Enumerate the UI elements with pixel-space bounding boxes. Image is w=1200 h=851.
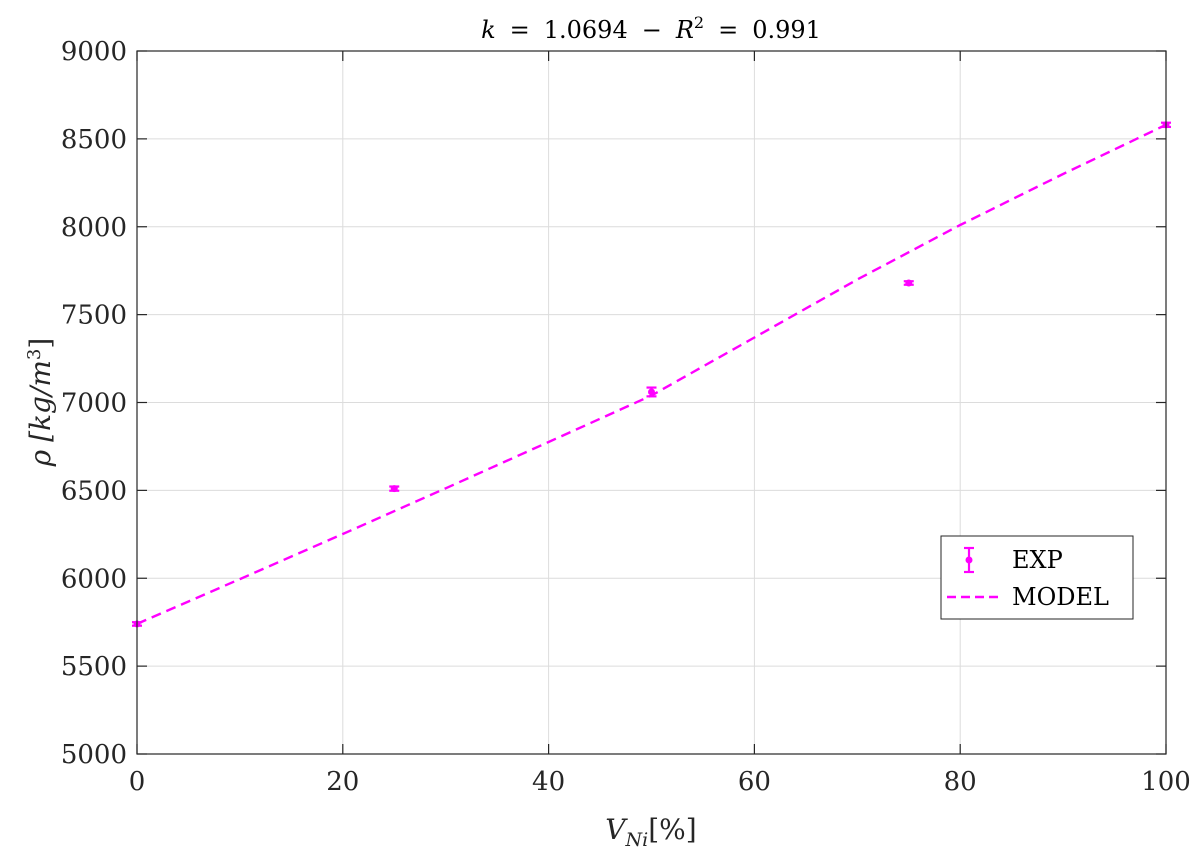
ticks [136,50,1167,755]
exp-point [389,485,400,493]
legend-exp-marker [964,546,974,574]
exp-marker [648,388,655,396]
y-tick-label: 5500 [61,652,127,682]
y-tick-label: 8000 [61,213,127,243]
y-axis-unit-exponent: 3 [24,349,45,360]
x-tick-label: 100 [1141,767,1191,797]
x-tick-label: 40 [532,767,565,797]
x-tick-label: 80 [944,767,977,797]
x-tick-label: 60 [738,767,771,797]
x-axis-unit: [%] [648,813,696,846]
title-k-symbol: k [481,16,496,44]
legend-exp-label: EXP [1012,546,1063,574]
title-k-value: 1.0694 [544,16,628,44]
y-tick-label: 6000 [61,564,127,594]
exp-point [903,279,914,287]
y-axis-unit: [kg/m [24,360,57,442]
x-tick-label: 0 [129,767,146,797]
legend-box [940,535,1134,620]
y-axis-label: ρ [kg/m3] [24,338,57,468]
y-tick-label: 5000 [61,740,127,770]
x-axis-subscript: Ni [625,829,649,851]
chart-title: k = 1.0694− R2 = 0.991 [481,13,821,44]
y-tick-label: 7000 [61,389,127,419]
exp-marker [390,485,398,493]
title-r-equals: = [718,16,738,44]
exp-point [646,386,657,398]
y-tick-labels: 5000 5500 6000 6500 7000 7500 8000 8500 9000 [61,37,127,770]
y-tick-label: 9000 [61,37,127,67]
x-tick-labels: 0 20 40 60 80 100 [129,767,1191,797]
y-axis-symbol: ρ [24,449,57,467]
exp-marker [905,279,913,287]
title-separator: − [642,16,662,44]
title-r-exponent: 2 [694,13,704,32]
legend: EXP MODEL [940,535,1134,620]
y-tick-label: 7500 [61,301,127,331]
x-axis-symbol: V [605,813,628,846]
title-r-symbol: R [675,16,694,44]
grid [137,51,1166,754]
title-k-equals: = [510,16,530,44]
x-axis-label: VNi[%] [605,813,696,851]
y-tick-label: 6500 [61,476,127,506]
title-r-value: 0.991 [752,16,821,44]
x-tick-label: 20 [326,767,359,797]
legend-model-label: MODEL [1012,583,1109,611]
y-axis-unit-close: ] [24,338,57,349]
y-tick-label: 8500 [61,125,127,155]
